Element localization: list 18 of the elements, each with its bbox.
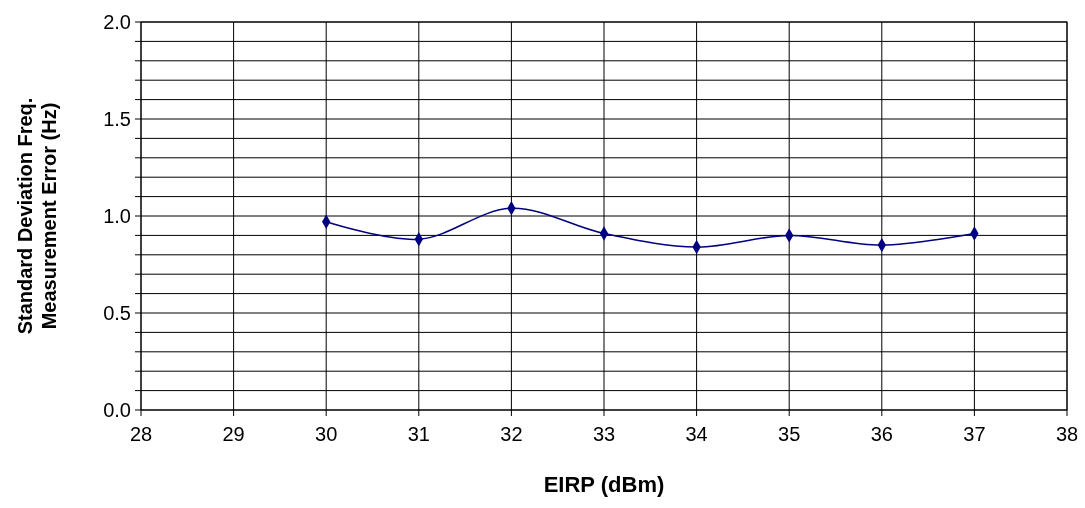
x-tick-label: 37 <box>963 423 986 445</box>
x-tick-label: 29 <box>222 423 245 445</box>
x-tick-label: 36 <box>870 423 893 445</box>
y-tick-label: 0.5 <box>103 302 131 324</box>
x-tick-label: 38 <box>1055 423 1079 445</box>
x-tick-label: 28 <box>129 423 153 445</box>
x-tick-label: 34 <box>685 423 708 445</box>
y-tick-label: 0.0 <box>103 399 131 421</box>
x-axis-title: EIRP (dBm) <box>543 472 665 497</box>
x-tick-label: 30 <box>315 423 338 445</box>
y-tick-label: 2.0 <box>103 11 131 33</box>
x-tick-label: 31 <box>407 423 430 445</box>
x-tick-label: 35 <box>778 423 801 445</box>
y-axis-title: Standard Deviation Freq. Measurement Error (Hz) <box>14 97 60 335</box>
x-tick-label: 32 <box>500 423 523 445</box>
x-tick-label: 33 <box>592 423 616 445</box>
y-tick-label: 1.0 <box>103 205 131 227</box>
y-tick-label: 1.5 <box>103 108 131 130</box>
